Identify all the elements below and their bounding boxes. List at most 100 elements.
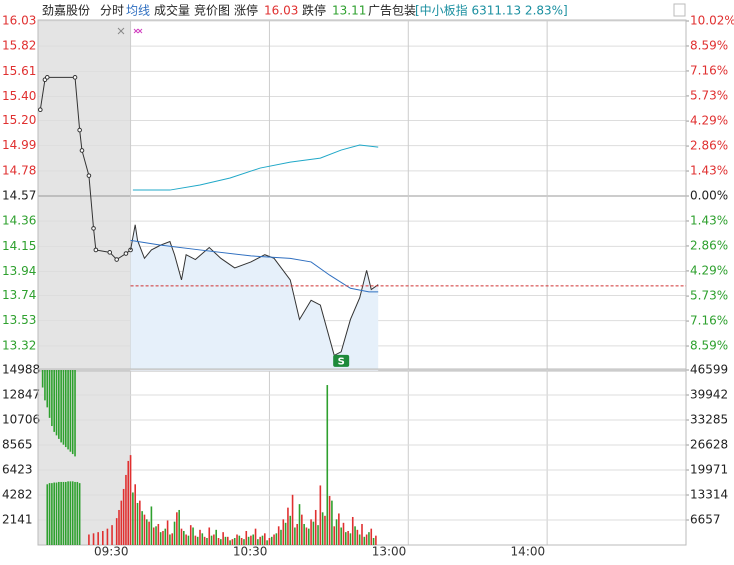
- price-area: [130, 224, 379, 371]
- volume-bar: [361, 523, 363, 545]
- y-tick-label: 14.78: [2, 163, 36, 177]
- y-tick-label: 12847: [2, 387, 40, 401]
- volume-bar: [74, 481, 76, 545]
- volume-bar: [222, 532, 224, 545]
- volume-bar: [305, 527, 308, 545]
- volume-bar: [354, 526, 356, 545]
- volume-bar: [351, 516, 354, 545]
- y-tick-label: 13.53: [2, 313, 36, 327]
- volume-bar: [71, 481, 74, 545]
- volume-bar: [64, 370, 67, 448]
- volume-bar: [157, 523, 160, 545]
- x-tick-label: 13:00: [372, 545, 407, 559]
- point-marker: [114, 257, 119, 262]
- y-tick-label: 6423: [2, 463, 33, 477]
- limit-down-label: 跌停: [302, 3, 326, 18]
- y2-tick-label: 2.86%: [690, 139, 728, 153]
- volume-bar: [307, 528, 310, 545]
- volume-bar: [118, 509, 120, 545]
- volume-bar: [48, 483, 51, 545]
- volume-bar: [76, 481, 79, 545]
- volume-bar: [224, 536, 227, 545]
- volume-bar: [294, 527, 296, 545]
- volume-bar: [310, 519, 312, 545]
- y-tick-label: 13.94: [2, 264, 36, 278]
- volume-bar: [199, 529, 201, 545]
- volume-bar: [215, 529, 217, 545]
- point-marker: [38, 107, 43, 112]
- volume-bar: [277, 526, 280, 545]
- volume-bar: [261, 535, 264, 545]
- x-tick-label: 14:00: [511, 545, 546, 559]
- tab[interactable]: 成交量: [154, 3, 190, 18]
- volume-bar: [136, 502, 139, 545]
- signal-badge: [333, 354, 350, 367]
- volume-bar: [250, 535, 252, 545]
- volume-bar: [245, 530, 248, 545]
- volume-bar: [176, 512, 178, 545]
- volume-bar: [303, 523, 305, 545]
- volume-bar: [282, 519, 285, 545]
- volume-bar: [48, 370, 51, 418]
- volume-bar: [252, 534, 255, 545]
- y-tick-label: 13.74: [2, 288, 36, 302]
- y-tick-label: 14.99: [2, 138, 36, 152]
- y2-tick-label: 39942: [690, 388, 728, 402]
- volume-bar: [169, 534, 171, 545]
- volume-bar: [97, 532, 99, 545]
- y-tick-label: 10706: [2, 412, 40, 426]
- y-tick-label: 8565: [2, 437, 33, 451]
- close-icon[interactable]: [117, 27, 125, 35]
- volume-bar: [356, 529, 359, 545]
- volume-bar: [233, 537, 236, 545]
- y2-tick-label: 19971: [690, 463, 728, 477]
- tab[interactable]: 均线: [126, 4, 150, 18]
- volume-bar: [273, 534, 275, 545]
- volume-bar: [194, 535, 197, 545]
- volume-bar: [296, 523, 298, 545]
- industry: 广告包装: [368, 4, 416, 18]
- plot: 16.03 15.82 15.61 15.40 15.20 14.99 14.78 14.57…: [2, 14, 734, 559]
- line-series: [130, 224, 379, 357]
- volume-bar: [159, 532, 162, 545]
- y2-tick-label: 26628: [690, 438, 728, 452]
- y2-tick-label: 1.43%: [690, 213, 728, 227]
- volume-bar: [280, 529, 282, 545]
- volume-bar: [155, 526, 157, 545]
- tab[interactable]: 分时: [100, 4, 124, 18]
- volume-bar: [122, 488, 125, 545]
- point-marker: [93, 247, 99, 253]
- volume-bar: [92, 533, 95, 545]
- volume-bar: [349, 533, 352, 545]
- volume-bar: [180, 528, 183, 545]
- x-tick-label: 10:30: [233, 545, 268, 559]
- volume-bar: [264, 533, 266, 545]
- line-series: [132, 144, 379, 191]
- volume-bar: [363, 536, 366, 545]
- volume-bar: [51, 370, 53, 427]
- volume-bar: [358, 534, 361, 545]
- y2-tick-label: 5.73%: [690, 289, 728, 303]
- tab[interactable]: 竞价图: [194, 4, 230, 18]
- point-marker: [44, 75, 50, 80]
- y2-tick-label: 7.16%: [690, 314, 728, 328]
- volume-bar: [317, 525, 319, 545]
- volume-bar: [312, 521, 315, 545]
- volume-bar: [324, 515, 326, 545]
- volume-bar: [111, 525, 113, 545]
- y-tick-label: 2141: [2, 513, 33, 527]
- y2-tick-label: 4.29%: [690, 114, 728, 128]
- checkbox[interactable]: [673, 3, 686, 17]
- volume-bar: [268, 537, 271, 545]
- y-tick-label: 14.36: [2, 214, 36, 228]
- volume-bar: [64, 481, 67, 545]
- volume-bar: [213, 534, 215, 545]
- volume-bar: [231, 539, 234, 545]
- y2-tick-label: 7.16%: [690, 63, 728, 77]
- volume-bar: [58, 481, 60, 545]
- volume-bar: [254, 528, 257, 545]
- volume-bar: [291, 494, 294, 545]
- y-tick-label: 14988: [2, 363, 40, 377]
- volume-bar: [46, 484, 49, 545]
- volume-bar: [189, 525, 192, 545]
